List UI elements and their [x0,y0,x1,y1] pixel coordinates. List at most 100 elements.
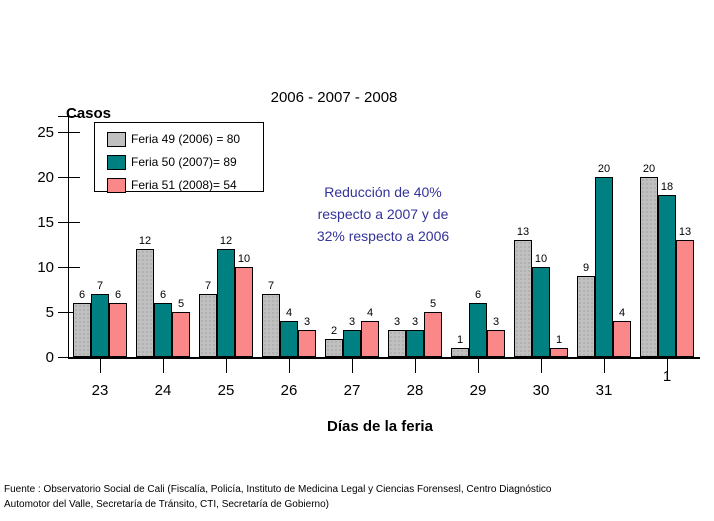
bar-value-label: 3 [303,316,311,328]
bar-value-label: 6 [78,289,86,301]
x-axis-title: Días de la feria [327,418,433,435]
annotation-line: respecto a 2007 y de [317,206,449,222]
annotation: Reducción de 40% respecto a 2007 y de 32… [295,181,471,247]
x-tick [100,357,101,373]
bar [469,303,487,357]
bar [199,294,217,357]
legend-label: Feria 50 (2007)= 89 [131,155,237,169]
bar-value-label: 13 [678,226,692,238]
legend-item: Feria 51 (2008)= 54 [107,175,237,195]
bar-value-label: 9 [582,262,590,274]
x-tick [667,357,668,373]
bar-value-label: 4 [366,307,374,319]
y-tick-label: 5 [45,304,54,321]
bar-value-label: 5 [177,298,185,310]
x-tick-label: 28 [406,382,424,399]
bar-value-label: 13 [516,226,530,238]
bar-value-label: 4 [618,307,626,319]
bar [235,267,253,357]
bar [424,312,442,357]
x-tick-label: 25 [217,382,235,399]
bar [595,177,613,357]
x-tick [478,357,479,373]
bar-value-label: 3 [393,316,401,328]
x-tick-label: 31 [595,382,613,399]
y-tick-label: 15 [37,214,54,231]
bar [451,348,469,357]
annotation-line: Reducción de 40% [324,184,442,200]
y-tick-label: 25 [37,124,54,141]
bar-value-label: 18 [660,181,674,193]
y-tick [58,267,80,268]
x-tick [289,357,290,373]
x-tick-label: 26 [280,382,298,399]
bar [109,303,127,357]
x-tick-label: 30 [532,382,550,399]
bar-value-label: 3 [348,316,356,328]
x-tick [415,357,416,373]
legend-swatch-2008 [107,177,126,193]
bar-value-label: 6 [159,289,167,301]
bar [532,267,550,357]
bar [514,240,532,357]
chart-title: 2006 - 2007 - 2008 [270,89,398,106]
y-tick [58,312,80,313]
bar-value-label: 3 [411,316,419,328]
bar-value-label: 20 [597,163,611,175]
bar [91,294,109,357]
bar-value-label: 3 [492,316,500,328]
bar [361,321,379,357]
bar-value-label: 1 [456,334,464,346]
bar-value-label: 12 [138,235,152,247]
y-tick-label: 10 [37,259,54,276]
bar-value-label: 7 [96,280,104,292]
bar [343,330,361,357]
legend-swatch-2006 [107,131,126,147]
x-tick [163,357,164,373]
x-tick-label: 27 [343,382,361,399]
bar [613,321,631,357]
x-tick-label: 24 [154,382,172,399]
bar-value-label: 6 [474,289,482,301]
y-axis-line [68,113,69,357]
y-tick [58,177,80,178]
y-axis-title: Casos [66,105,112,122]
bar-value-label: 10 [534,253,548,265]
bar [577,276,595,357]
bar [172,312,190,357]
bar [73,303,91,357]
y-tick-label: 0 [45,349,54,366]
x-tick-label: 29 [469,382,487,399]
bar [388,330,406,357]
x-tick-label: 1 [662,368,672,385]
bar-value-label: 1 [555,334,563,346]
x-axis-line [68,357,700,359]
legend-label: Feria 49 (2006) = 80 [131,132,241,146]
bar-value-label: 5 [429,298,437,310]
legend-item: Feria 50 (2007)= 89 [107,152,237,172]
bar [640,177,658,357]
x-tick [352,357,353,373]
x-tick-label: 23 [91,382,109,399]
bar-value-label: 12 [219,235,233,247]
bar [550,348,568,357]
y-tick [58,132,80,133]
bar [136,249,154,357]
y-tick-label: 20 [37,169,54,186]
legend-item: Feria 49 (2006) = 80 [107,129,240,149]
legend: Feria 49 (2006) = 80 Feria 50 (2007)= 89… [94,122,264,195]
annotation-line: 32% respecto a 2006 [316,228,450,244]
bar-value-label: 6 [114,289,122,301]
y-axis-top-tick [58,116,80,117]
bar [298,330,316,357]
bar [487,330,505,357]
source-line: Automotor del Valle, Secretaría de Tráns… [4,499,329,510]
bar-value-label: 2 [330,325,338,337]
bar-value-label: 7 [267,280,275,292]
source-note: Fuente : Observatorio Social de Cali (Fi… [4,482,564,512]
x-tick [604,357,605,373]
bar [676,240,694,357]
bar [217,249,235,357]
